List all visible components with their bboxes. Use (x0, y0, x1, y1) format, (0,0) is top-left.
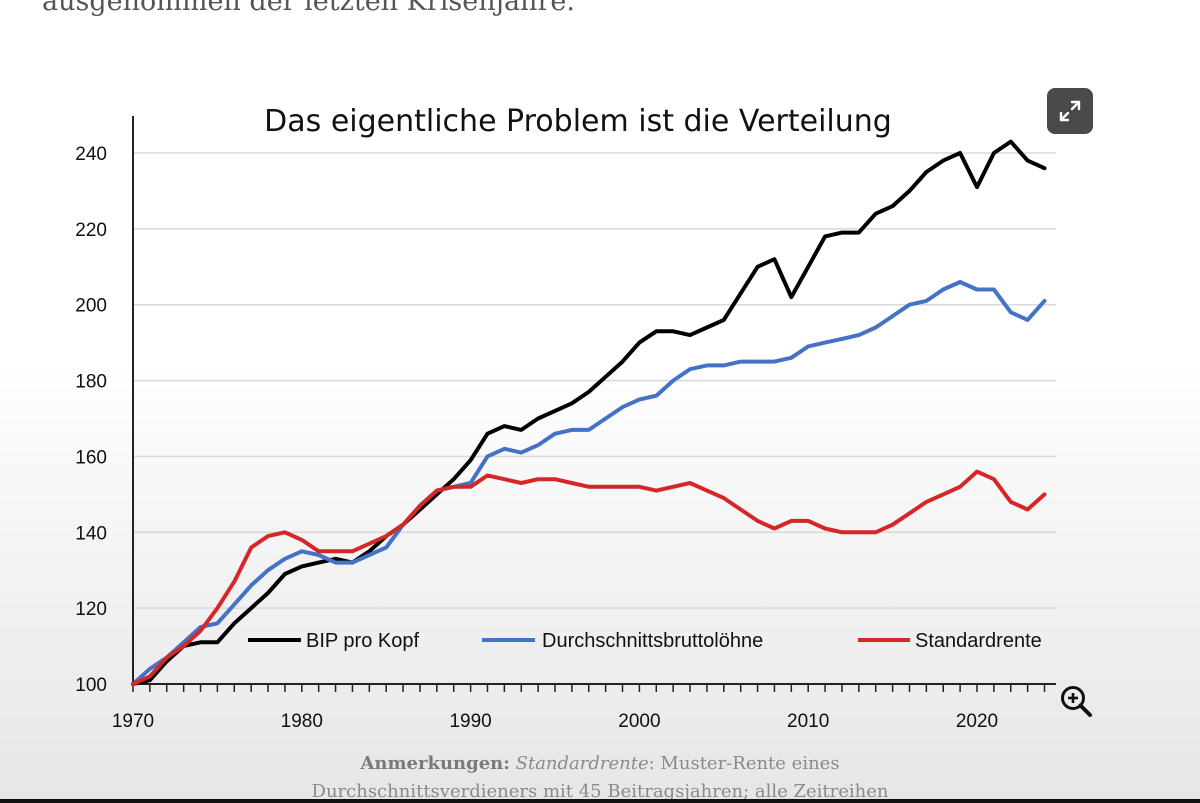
legend-label-2: Durchschnittsbruttolöhne (542, 630, 763, 652)
axes: 100 120 140 160 180 200 220 240 1970 1980 1990 2000… (75, 116, 1056, 732)
line-chart: 100 120 140 160 180 200 220 240 1970 1980 1990 2000… (75, 104, 1056, 732)
legend-label-3: Standardrente (915, 630, 1042, 652)
x-tick-label: 2020 (956, 711, 998, 732)
x-tick-label: 1970 (112, 711, 154, 732)
grid-lines (133, 152, 1056, 609)
expand-button[interactable] (1047, 88, 1093, 134)
x-tick-label: 2000 (618, 711, 660, 732)
zoom-in-icon[interactable] (1058, 683, 1094, 719)
y-tick-label: 140 (75, 523, 107, 544)
x-tick-label: 2010 (787, 711, 829, 732)
series-line-3 (131, 469, 1047, 686)
legend-label-1: BIP pro Kopf (306, 630, 419, 652)
y-tick-label: 220 (75, 220, 107, 241)
note-term: Standardrente (515, 753, 649, 774)
y-tick-label: 120 (75, 599, 107, 620)
series-line-1 (131, 139, 1047, 686)
x-tick-label: 1980 (281, 711, 323, 732)
y-tick-label: 180 (75, 372, 107, 393)
x-tick-label: 1990 (449, 711, 491, 732)
expand-icon (1059, 100, 1081, 122)
y-tick-label: 160 (75, 447, 107, 468)
bottom-divider (0, 799, 1200, 803)
article-text: ausgenommen der letzten Krisenjahre. (42, 0, 575, 17)
chart-note-line-2: Durchschnittsverdieners mit 45 Beitragsj… (311, 781, 889, 802)
note-label: Anmerkungen: (360, 753, 510, 774)
note-text: : Muster-Rente eines (648, 753, 840, 774)
chart-title: Das eigentliche Problem ist die Verteilu… (264, 104, 892, 139)
y-tick-label: 240 (75, 144, 107, 165)
y-tick-label: 200 (75, 296, 107, 317)
series-lines (131, 139, 1047, 686)
series-line-2 (131, 280, 1047, 686)
legend: BIP pro Kopf Durchschnittsbruttolöhne Stan… (248, 630, 1042, 652)
y-tick-label: 100 (75, 675, 107, 696)
chart-note-line-1: Anmerkungen: Standardrente: Muster-Rente… (0, 753, 1200, 774)
